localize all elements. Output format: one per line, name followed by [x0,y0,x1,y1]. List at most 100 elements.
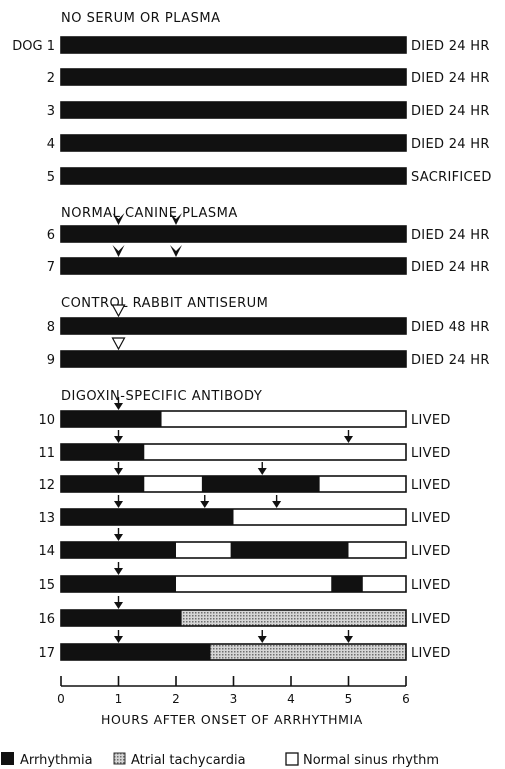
dog-row: 5 SACRIFICED [47,167,491,185]
legend-swatch-atrial-tachycardia [113,752,126,765]
dog-label: 17 [38,646,55,661]
segment-normal-sinus-rhythm [319,476,406,492]
outcome-label: LIVED [411,578,451,593]
bar-outline [60,475,407,493]
dog-row: 11 LIVED [38,430,450,461]
outcome-label: DIED 24 HR [411,353,490,368]
segment-normal-sinus-rhythm [161,411,406,427]
dog-row: 2 DIED 24 HR [47,68,490,86]
x-axis: HOURS AFTER ONSET OF ARRHYTHMIA 0 1 2 3 4 5 6 [57,676,410,727]
segment-normal-sinus-rhythm [176,576,332,592]
outcome-label: DIED 24 HR [411,228,490,243]
outcome-label: LIVED [411,612,451,627]
bar-outline [60,167,407,185]
dog-label: 4 [47,137,55,152]
dose-arrow [170,213,182,225]
legend-swatch-arrhythmia [1,752,14,765]
segment-arrhythmia [61,509,234,525]
dog-row: 14 LIVED [38,528,450,559]
bars-layer: NO SERUM OR PLASMA DOG 1 DIED 24 HR 2 DIED 2… [12,11,491,661]
dog-row: 9 DIED 24 HR [47,337,490,368]
dog-label: 6 [47,228,55,243]
outcome-label: LIVED [411,478,451,493]
group-title: DIGOXIN-SPECIFIC ANTIBODY [61,389,262,404]
dose-arrow [112,213,125,225]
dose-arrow [114,568,123,575]
dog-row: 7 DIED 24 HR [47,245,490,275]
dose-arrow [114,436,123,443]
outcome-label: LIVED [411,446,451,461]
segment-atrial-tachycardia [181,610,406,626]
dog-label: 11 [38,446,55,461]
segment-normal-sinus-rhythm [233,509,406,525]
dose-arrow [170,245,182,257]
x-tick-label: 5 [345,692,353,706]
dog-label: 5 [47,170,55,185]
outcome-label: DIED 24 HR [411,71,490,86]
outcome-label: LIVED [411,413,451,428]
dog-label: 15 [38,578,55,593]
dose-arrow [114,501,123,508]
group-title: NO SERUM OR PLASMA [61,11,220,26]
bar-outline [60,317,407,335]
dose-arrow [114,534,123,541]
bar-outline [60,541,407,559]
segment-arrhythmia [61,318,406,334]
segment-normal-sinus-rhythm [348,542,406,558]
outcome-label: LIVED [411,646,451,661]
dog-row: 17 LIVED [38,630,450,661]
segment-arrhythmia [201,476,320,492]
outcome-label: DIED 24 HR [411,39,490,54]
legend-swatch-normal-sinus-rhythm [285,752,299,766]
dose-arrow [200,501,210,508]
dog-label: DOG 1 [12,39,55,54]
dog-row: DOG 1 DIED 24 HR [12,36,490,54]
segment-arrhythmia [331,576,363,592]
dose-arrow [114,403,123,410]
segment-arrhythmia [61,102,406,118]
legend-label-arrhythmia: Arrhythmia [20,753,93,768]
dose-arrow [257,636,267,643]
bar-outline [60,443,407,461]
segment-arrhythmia [61,37,406,53]
legend-label-atrial-tachycardia: Atrial tachycardia [131,753,246,768]
segment-atrial-tachycardia [210,644,406,660]
bar-outline [60,68,407,86]
dog-label: 2 [47,71,55,86]
dog-label: 13 [38,511,55,526]
dog-row: 6 DIED 24 HR [47,213,490,243]
segment-arrhythmia [61,411,162,427]
dog-label: 16 [38,612,55,627]
segment-arrhythmia [61,542,176,558]
x-axis-title: HOURS AFTER ONSET OF ARRHYTHMIA [101,712,363,727]
segment-arrhythmia [61,69,406,85]
segment-normal-sinus-rhythm [362,576,406,592]
segment-normal-sinus-rhythm [176,542,231,558]
dog-row: 16 LIVED [38,596,450,627]
segment-arrhythmia [61,168,406,184]
outcome-label: LIVED [411,511,451,526]
segment-arrhythmia [61,135,406,151]
bar-outline [60,134,407,152]
segment-arrhythmia [61,644,211,660]
segment-arrhythmia [61,576,176,592]
dose-arrow [112,245,125,257]
dose-arrow [114,468,123,475]
outcome-label: DIED 24 HR [411,137,490,152]
outcome-label: DIED 48 HR [411,320,490,335]
dog-label: 8 [47,320,55,335]
dose-arrow [257,468,267,475]
dose-arrow [272,501,282,508]
bar-outline [60,225,407,243]
bar-outline [60,36,407,54]
outcome-label: DIED 24 HR [411,104,490,119]
segment-arrhythmia [230,542,349,558]
dose-arrow [344,636,353,643]
x-tick-label: 1 [115,692,123,706]
dose-arrow [111,337,126,351]
outcome-label: DIED 24 HR [411,260,490,275]
segment-normal-sinus-rhythm [144,476,202,492]
dog-row: 3 DIED 24 HR [47,101,490,119]
segment-arrhythmia [61,258,406,274]
